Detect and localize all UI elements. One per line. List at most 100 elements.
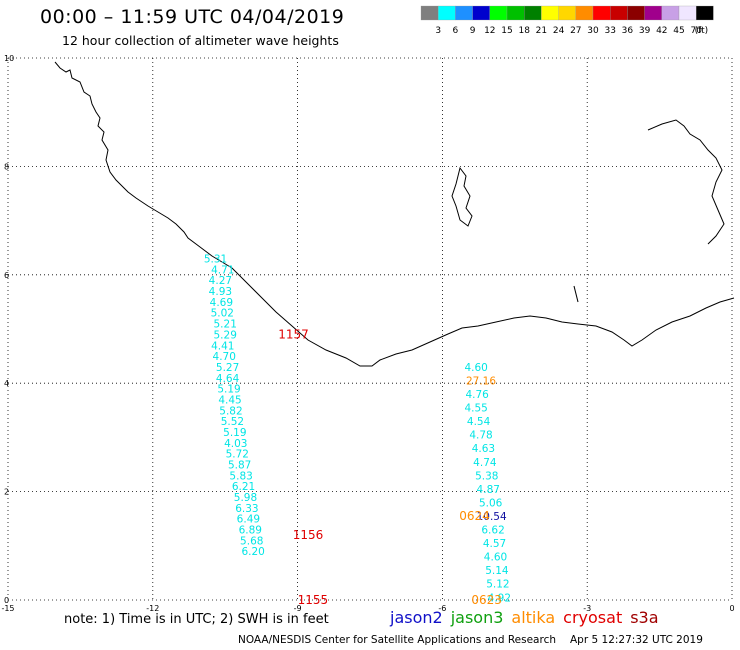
wave-height-value: 5.19	[223, 427, 246, 439]
east-coast-fragment	[647, 119, 725, 245]
wave-height-value: 4.60	[484, 552, 507, 564]
legend-tick-label: 12	[484, 26, 495, 36]
wave-height-value: 5.06	[479, 497, 503, 509]
wave-height-value: 4.27	[209, 275, 232, 287]
footnote: note: 1) Time is in UTC; 2) SWH is in fe…	[64, 612, 329, 627]
y-tick-label: 2	[4, 488, 9, 497]
wave-height-value: 5.82	[219, 405, 242, 417]
legend-tick-label: 36	[622, 26, 634, 36]
legend-tick-label: 30	[587, 26, 599, 36]
wave-height-value: 6.62	[481, 525, 504, 537]
legend-unit: (ft)	[695, 26, 709, 36]
pass-time-label: 0623	[471, 593, 502, 607]
wave-height-value: 4.63	[472, 443, 495, 455]
wave-height-value: 4.69	[210, 297, 233, 309]
satellite-cryosat: cryosat	[563, 608, 623, 627]
wave-height-value: 5.52	[221, 416, 244, 428]
x-tick-label: -9	[294, 604, 302, 613]
wave-height-value: 27.16	[466, 375, 496, 387]
axis-tick-labels: -15 -12 -9 -6 -3 0 0 2 4 6 8 10	[1, 54, 734, 613]
map-title: 00:00 – 11:59 UTC 04/04/2019	[40, 6, 345, 28]
wave-height-value: 4.64	[216, 373, 240, 385]
wave-height-value: 5.31	[204, 254, 227, 266]
x-tick-label: -6	[438, 604, 446, 613]
y-tick-label: 10	[4, 54, 14, 63]
wave-height-value: 5.29	[214, 329, 237, 341]
wave-height-value: 6.21	[232, 481, 255, 493]
legend-tick-label: 18	[518, 26, 530, 36]
pass-time-label: 1157	[278, 327, 309, 341]
wave-height-value: 5.87	[228, 460, 251, 472]
satellite-legend: jason2 jason3 altika cryosat s3a	[390, 608, 667, 627]
pass-time-label: 1155	[298, 593, 329, 607]
wave-height-value: 4.87	[477, 484, 500, 496]
y-tick-label: 0	[4, 596, 9, 605]
wave-height-value: 4.78	[469, 430, 492, 442]
west-africa-coastline	[54, 61, 735, 367]
legend-tick-label: 27	[570, 26, 581, 36]
wave-height-value: 4.76	[465, 389, 489, 401]
wave-height-value: 5.14	[485, 565, 509, 577]
wave-height-value: 5.27	[216, 362, 239, 374]
legend-tick-label: 42	[656, 26, 667, 36]
x-tick-label: -12	[146, 604, 159, 613]
legend-tick-label: 9	[470, 26, 476, 36]
satellite-s3a: s3a	[630, 608, 659, 627]
satellite-jason2: jason2	[390, 608, 443, 627]
legend-tick-label: 39	[639, 26, 651, 36]
wave-height-value: 5.38	[475, 470, 498, 482]
legend-swatch	[696, 5, 714, 21]
wave-height-value: 4.41	[211, 340, 234, 352]
wave-height-value: 5.98	[234, 492, 257, 504]
x-tick-label: -15	[1, 604, 14, 613]
legend-tick-label: 24	[553, 26, 565, 36]
wave-height-value: 10.54	[477, 511, 507, 523]
credit-org: NOAA/NESDIS Center for Satellite Applica…	[238, 634, 556, 646]
wave-height-value: 4.92	[488, 592, 511, 604]
legend-tick-label: 15	[501, 26, 512, 36]
legend-tick-label: 70	[690, 26, 702, 36]
wave-height-value: 5.72	[226, 449, 249, 461]
legend-tick-label: 45	[673, 26, 684, 36]
wave-height-value: 4.70	[213, 351, 236, 363]
wave-height-value: 4.93	[209, 286, 232, 298]
wave-height-value: 6.20	[241, 546, 264, 558]
wave-height-value: 4.71	[211, 264, 234, 276]
legend-tick-label: 3	[435, 26, 441, 36]
wave-height-value: 4.45	[218, 394, 241, 406]
legend-tick-label: 33	[604, 26, 615, 36]
lake-outline	[451, 166, 473, 227]
pass-time-label: 1156	[293, 528, 324, 542]
wave-height-value: 6.33	[235, 503, 258, 515]
coastline	[54, 61, 735, 367]
wave-height-value: 5.19	[217, 384, 240, 396]
wave-height-value: 6.49	[237, 514, 260, 526]
wave-height-value: 4.74	[473, 457, 497, 469]
wave-height-value: 4.55	[464, 403, 487, 415]
map-subtitle: 12 hour collection of altimeter wave hei…	[62, 33, 339, 48]
x-tick-label: 0	[729, 604, 734, 613]
wave-height-value: 4.60	[464, 362, 487, 374]
river-fragment	[573, 285, 579, 303]
wave-height-value: 5.83	[229, 470, 252, 482]
wave-height-value: 4.03	[224, 438, 247, 450]
wave-height-value: 6.89	[239, 525, 262, 537]
credit-line: NOAA/NESDIS Center for Satellite Applica…	[238, 634, 703, 646]
y-tick-label: 6	[4, 271, 9, 280]
wave-height-value: 5.12	[486, 579, 509, 591]
wave-height-value: 4.57	[483, 538, 506, 550]
x-tick-label: -3	[583, 604, 591, 613]
wave-height-value: 4.54	[467, 416, 491, 428]
satellite-jason3: jason3	[450, 608, 504, 627]
pass-time-label: 0624	[459, 509, 490, 523]
satellite-altika: altika	[511, 608, 556, 627]
wave-height-value: 5.02	[211, 308, 234, 320]
generation-timestamp: Apr 5 12:27:32 UTC 2019	[570, 634, 703, 646]
track-values: 5.314.714.274.934.695.025.215.294.414.70…	[204, 254, 511, 605]
y-tick-label: 4	[4, 379, 9, 388]
pass-time-labels: 1157 1156 1155 0624 0623	[278, 327, 502, 607]
graticule	[7, 57, 733, 601]
wave-height-value: 5.21	[214, 319, 237, 331]
legend-tick-label: 21	[536, 26, 547, 36]
